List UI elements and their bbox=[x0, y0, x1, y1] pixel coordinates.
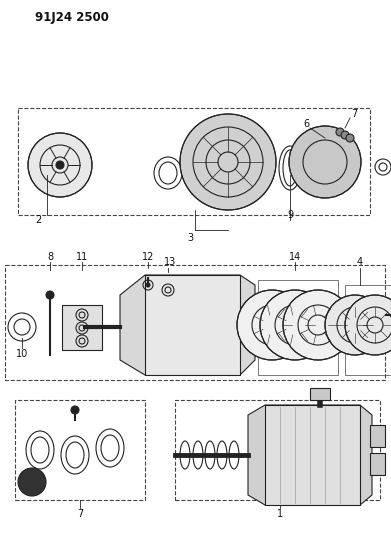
Text: 11: 11 bbox=[76, 252, 88, 262]
Polygon shape bbox=[248, 405, 372, 505]
Text: 8: 8 bbox=[47, 252, 53, 262]
Text: 12: 12 bbox=[142, 252, 154, 262]
Circle shape bbox=[341, 131, 349, 139]
Polygon shape bbox=[145, 275, 240, 375]
Text: 5: 5 bbox=[390, 303, 391, 313]
Circle shape bbox=[325, 295, 385, 355]
Polygon shape bbox=[120, 275, 255, 375]
Circle shape bbox=[28, 133, 92, 197]
Text: 91J24 2500: 91J24 2500 bbox=[35, 12, 109, 25]
Circle shape bbox=[146, 283, 150, 287]
Text: 14: 14 bbox=[289, 252, 301, 262]
Bar bbox=[175, 400, 380, 500]
Text: 7: 7 bbox=[351, 109, 357, 119]
Text: 3: 3 bbox=[187, 233, 193, 243]
Text: 6: 6 bbox=[303, 119, 309, 129]
Text: 1: 1 bbox=[277, 509, 283, 519]
Text: 10: 10 bbox=[16, 349, 28, 359]
Circle shape bbox=[289, 126, 361, 198]
Text: 13: 13 bbox=[164, 257, 176, 267]
Circle shape bbox=[346, 134, 354, 142]
Bar bbox=[258, 280, 338, 375]
Circle shape bbox=[18, 468, 46, 496]
Circle shape bbox=[71, 406, 79, 414]
Circle shape bbox=[56, 161, 64, 169]
Circle shape bbox=[336, 128, 344, 136]
Circle shape bbox=[345, 295, 391, 355]
Circle shape bbox=[46, 291, 54, 299]
Bar bbox=[370, 453, 385, 475]
Bar bbox=[310, 388, 330, 400]
Bar bbox=[62, 305, 102, 350]
Text: 2: 2 bbox=[35, 215, 41, 225]
Text: 7: 7 bbox=[77, 509, 83, 519]
Circle shape bbox=[180, 114, 276, 210]
Circle shape bbox=[237, 290, 307, 360]
Bar bbox=[370, 425, 385, 447]
Polygon shape bbox=[265, 405, 360, 505]
Text: 4: 4 bbox=[357, 257, 363, 267]
Circle shape bbox=[283, 290, 353, 360]
Bar bbox=[15, 400, 145, 500]
Circle shape bbox=[260, 290, 330, 360]
Text: 9: 9 bbox=[287, 210, 293, 220]
Bar bbox=[345, 285, 391, 375]
